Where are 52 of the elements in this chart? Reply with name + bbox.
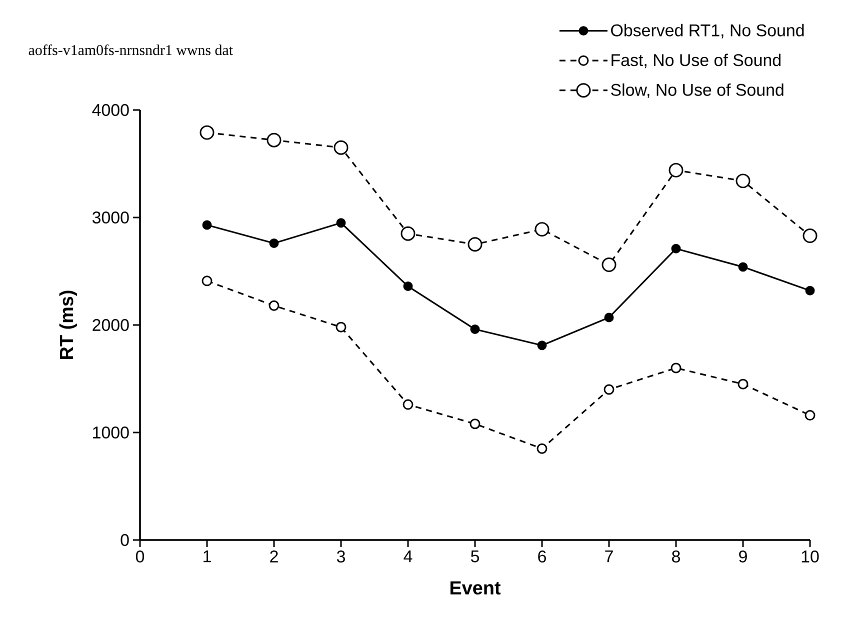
x-axis-title: Event xyxy=(450,581,501,595)
y-tick-label: 2000 xyxy=(92,318,129,331)
x-tick-label: 1 xyxy=(204,550,211,562)
point xyxy=(400,226,416,241)
point xyxy=(671,244,681,254)
point xyxy=(268,300,280,311)
point xyxy=(536,443,548,454)
point xyxy=(670,362,682,374)
y-tick-label: 4000 xyxy=(92,104,129,116)
x-tick-label: 9 xyxy=(739,550,747,563)
legend-label: Fast, No Use of Sound xyxy=(612,54,780,68)
point xyxy=(334,140,348,155)
point xyxy=(534,222,550,237)
legend-label: Observed RT1, No Sound xyxy=(611,24,804,38)
point xyxy=(468,237,482,252)
point xyxy=(266,132,282,148)
x-tick-label: 10 xyxy=(802,550,819,563)
x-tick-label: 0 xyxy=(136,550,144,563)
x-tick-label: 7 xyxy=(605,550,613,562)
y-tick-label: 1000 xyxy=(93,426,129,438)
point xyxy=(602,258,616,272)
point xyxy=(668,162,684,178)
point xyxy=(470,324,480,334)
point xyxy=(738,262,748,272)
point xyxy=(604,384,614,395)
point xyxy=(202,276,212,286)
x-tick-label: 2 xyxy=(270,550,278,562)
x-tick-label: 6 xyxy=(538,550,546,563)
point xyxy=(802,228,818,244)
point xyxy=(537,340,547,350)
x-tick-label: 8 xyxy=(672,550,680,563)
x-tick-label: 4 xyxy=(404,550,412,562)
x-tick-label: 3 xyxy=(336,550,345,563)
point xyxy=(200,125,214,140)
y-tick-label: 0 xyxy=(120,534,129,546)
point xyxy=(336,322,346,332)
point xyxy=(804,410,816,421)
y-tick-label: 3000 xyxy=(92,211,129,224)
y-axis-title: RT (ms) xyxy=(59,290,77,359)
legend-label: Slow, No Use of Sound xyxy=(611,83,784,98)
point xyxy=(402,399,414,410)
point xyxy=(202,220,212,230)
point xyxy=(470,418,480,430)
point xyxy=(738,378,748,390)
point xyxy=(269,238,279,248)
x-tick-label: 5 xyxy=(470,550,480,562)
point xyxy=(805,286,815,296)
point xyxy=(736,174,750,188)
text: aoffs-v1am0fs-nrnsndr1 wwns dat xyxy=(28,44,233,56)
point xyxy=(403,282,413,292)
point xyxy=(336,218,346,228)
point xyxy=(604,312,614,322)
